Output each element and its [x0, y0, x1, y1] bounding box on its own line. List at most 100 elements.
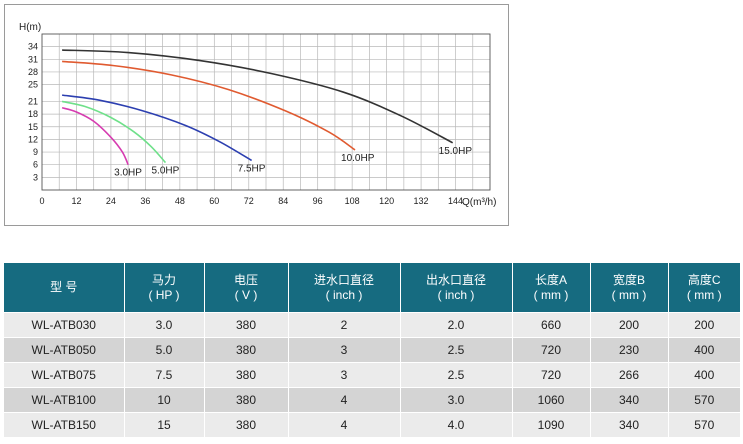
curve-5.0HP [61, 100, 167, 164]
x-tick-label: 36 [140, 196, 150, 206]
header-unit: ( inch ) [437, 287, 475, 302]
table-cell: 15 [124, 412, 205, 437]
x-tick-label: 24 [106, 196, 116, 206]
table-cell: 5.0 [124, 337, 205, 363]
table-cell: 3.0 [124, 312, 205, 338]
table-header-cell: 出水口直径( inch ) [400, 263, 513, 313]
table-cell: 2.5 [400, 337, 513, 363]
table-cell: 4.0 [400, 412, 513, 437]
table-cell: 380 [204, 337, 289, 363]
curve-10.0HP [62, 60, 356, 151]
header-unit: ( mm ) [686, 287, 722, 302]
chart-curves [61, 49, 454, 166]
table-cell: 3 [288, 337, 401, 363]
y-tick-label: 21 [28, 96, 38, 106]
table-cell: 1090 [512, 412, 591, 437]
table-cell: 380 [204, 387, 289, 413]
header-unit: ( mm ) [533, 287, 569, 302]
table-cell: 720 [512, 362, 591, 388]
header-label: 长度A [534, 272, 567, 287]
table-header-cell: 马力( HP ) [124, 263, 205, 313]
table-cell: 10 [124, 387, 205, 413]
table-cell: 400 [668, 362, 740, 388]
x-tick-label: 60 [209, 196, 219, 206]
curve-label-3.0HP: 3.0HP [114, 168, 142, 179]
table-cell: 720 [512, 337, 591, 363]
table-cell: 380 [204, 362, 289, 388]
header-unit: ( V ) [234, 287, 258, 302]
x-tick-label: 120 [379, 196, 394, 206]
y-tick-label: 34 [28, 42, 38, 52]
header-unit: ( mm ) [611, 287, 647, 302]
x-tick-label: 132 [414, 196, 429, 206]
table-header-cell: 进水口直径( inch ) [288, 263, 401, 313]
table-header-cell: 长度A( mm ) [512, 263, 591, 313]
header-label: 进水口直径 [313, 272, 374, 287]
y-tick-label: 18 [28, 109, 38, 119]
table-row: WL-ATB030 3.0 380 2 2.0 660 200 200 [4, 312, 740, 338]
table-body: WL-ATB030 3.0 380 2 2.0 660 200 200 WL-ATB050 5.0… [4, 312, 740, 437]
x-tick-label: 12 [71, 196, 81, 206]
curve-3.0HP [61, 107, 129, 166]
table-row: WL-ATB050 5.0 380 3 2.5 720 230 400 [4, 337, 740, 363]
header-label: 马力 [151, 272, 176, 287]
table-cell: 2.5 [400, 362, 513, 388]
header-label: 型 号 [50, 280, 78, 294]
table-cell: 1060 [512, 387, 591, 413]
curve-7.5HP [61, 94, 253, 162]
table-cell: 2 [288, 312, 401, 338]
table-cell: 7.5 [124, 362, 205, 388]
table-cell: WL-ATB030 [4, 312, 125, 338]
table-header-row: 型 号马力( HP ) 电压( V ) 进水口直径( inch ) 出水口直径( in… [4, 263, 740, 313]
table-row: WL-ATB150 15 380 4 4.0 1090 340 570 [4, 412, 740, 437]
chart-grid [42, 34, 490, 190]
table-cell: 660 [512, 312, 591, 338]
curve-label-7.5HP: 7.5HP [238, 163, 266, 174]
pump-curve-chart: 3 6 9 12 15 18 21 25 28 31 34 0 12 24 36 48 60 72 84 96 108 1… [4, 4, 509, 226]
table-cell: 200 [590, 312, 669, 338]
curve-label-10.0HP: 10.0HP [341, 153, 375, 164]
table-row: WL-ATB100 10 380 4 3.0 1060 340 570 [4, 387, 740, 413]
table-cell: 4 [288, 387, 401, 413]
x-tick-label: 108 [345, 196, 360, 206]
x-tick-label: 144 [448, 196, 463, 206]
header-unit: ( HP ) [148, 287, 180, 302]
table-cell: WL-ATB100 [4, 387, 125, 413]
table-cell: WL-ATB075 [4, 362, 125, 388]
table-cell: 230 [590, 337, 669, 363]
table-header-cell: 型 号 [4, 263, 125, 313]
y-tick-label: 3 [33, 172, 38, 182]
x-tick-label: 0 [39, 196, 44, 206]
table-cell: WL-ATB050 [4, 337, 125, 363]
spec-table: 型 号马力( HP ) 电压( V ) 进水口直径( inch ) 出水口直径( in… [4, 263, 740, 437]
y-tick-label: 28 [28, 67, 38, 77]
header-label: 宽度B [612, 272, 645, 287]
header-label: 高度C [687, 272, 721, 287]
table-cell: 380 [204, 412, 289, 437]
table-cell: 380 [204, 312, 289, 338]
chart-axes [41, 33, 491, 191]
table-cell: 570 [668, 387, 740, 413]
table-cell: 266 [590, 362, 669, 388]
table-cell: 3.0 [400, 387, 513, 413]
y-tick-label: 12 [28, 134, 38, 144]
x-axis-label: Q(m³/h) [462, 197, 496, 208]
x-tick-label: 84 [278, 196, 288, 206]
table-header-cell: 宽度B( mm ) [590, 263, 669, 313]
table-cell: 340 [590, 412, 669, 437]
x-tick-label: 96 [313, 196, 323, 206]
curve-15.0HP [62, 49, 454, 144]
table-cell: 340 [590, 387, 669, 413]
x-tick-label: 72 [244, 196, 254, 206]
header-label: 电压 [233, 272, 258, 287]
table-cell: 3 [288, 362, 401, 388]
y-tick-label: 15 [28, 122, 38, 132]
y-tick-label: 25 [28, 80, 38, 90]
y-tick-label: 9 [33, 147, 38, 157]
y-tick-label: 6 [33, 160, 38, 170]
header-unit: ( inch ) [325, 287, 363, 302]
table-cell: 4 [288, 412, 401, 437]
table-cell: 570 [668, 412, 740, 437]
